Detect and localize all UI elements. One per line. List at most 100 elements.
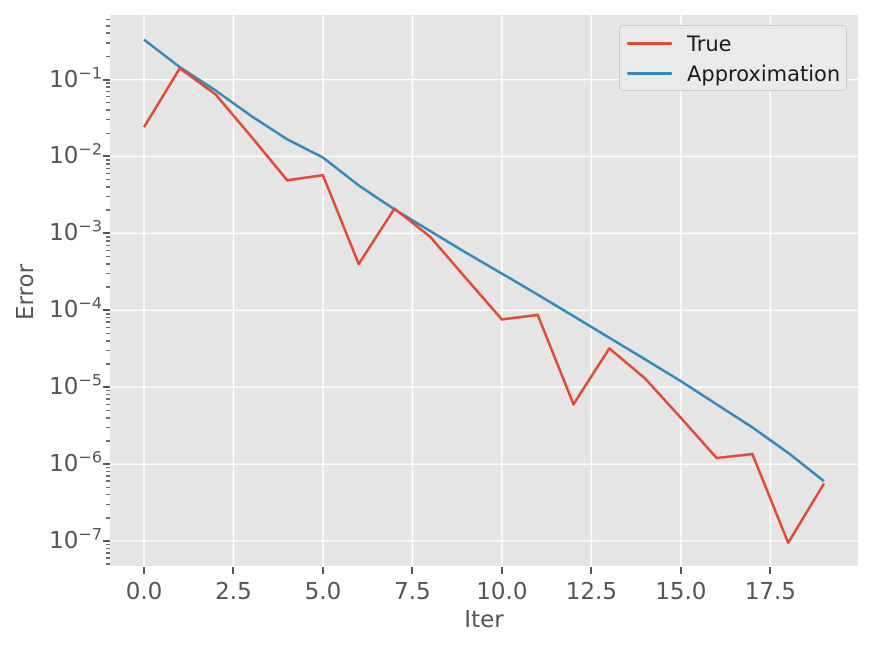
y-tick-label: 10−5 xyxy=(49,370,102,401)
y-minor-tick xyxy=(106,286,110,288)
y-minor-tick xyxy=(106,249,110,252)
y-major-tick xyxy=(103,78,110,81)
legend-label-approximation: Approximation xyxy=(687,61,841,86)
y-minor-tick xyxy=(106,486,110,489)
y-minor-tick xyxy=(106,340,110,342)
x-tick-label: 2.5 xyxy=(215,579,252,605)
y-tick-label: 10−7 xyxy=(49,524,102,555)
y-minor-tick xyxy=(106,417,110,419)
x-tick-label: 17.5 xyxy=(744,579,796,605)
x-tick-label: 10.0 xyxy=(476,579,528,605)
y-minor-tick xyxy=(106,480,110,482)
y-minor-tick xyxy=(106,321,110,323)
y-minor-tick xyxy=(106,326,110,329)
y-minor-tick xyxy=(106,563,110,565)
y-minor-tick xyxy=(106,109,110,111)
y-major-tick xyxy=(103,232,110,235)
y-minor-tick xyxy=(106,255,110,258)
x-tick xyxy=(232,567,235,574)
x-tick-label: 5.0 xyxy=(304,579,342,605)
x-tick xyxy=(590,567,593,574)
y-minor-tick xyxy=(106,272,110,275)
y-minor-tick xyxy=(106,332,110,335)
y-major-tick xyxy=(103,540,110,543)
y-minor-tick xyxy=(106,470,110,473)
y-minor-tick xyxy=(106,167,110,170)
x-tick xyxy=(411,567,414,574)
y-minor-tick xyxy=(106,240,110,242)
plot-area xyxy=(110,15,858,566)
y-minor-tick xyxy=(106,244,110,247)
y-minor-tick xyxy=(106,90,110,93)
x-tick-label: 12.5 xyxy=(565,579,617,605)
x-tick xyxy=(769,567,772,574)
y-axis-label: Error xyxy=(13,263,39,321)
x-tick xyxy=(321,567,324,574)
y-minor-tick xyxy=(106,118,110,121)
y-minor-tick xyxy=(106,543,110,546)
y-minor-tick xyxy=(106,466,110,469)
y-tick-label: 10−4 xyxy=(49,293,102,324)
y-tick-label: 10−1 xyxy=(49,62,102,93)
series-line-approximation xyxy=(143,38,825,483)
y-tick-label: 10−3 xyxy=(49,216,102,247)
x-tick-label: 7.5 xyxy=(394,579,431,605)
chart-canvas xyxy=(110,15,858,566)
y-minor-tick xyxy=(106,557,110,559)
y-minor-tick xyxy=(106,552,110,554)
y-minor-tick xyxy=(106,32,110,34)
y-minor-tick xyxy=(106,25,110,27)
y-minor-tick xyxy=(106,316,110,319)
x-tick-label: 0.0 xyxy=(125,579,163,605)
x-tick-label: 15.0 xyxy=(655,579,707,605)
y-minor-tick xyxy=(106,389,110,392)
legend: True Approximation xyxy=(619,25,847,91)
y-major-tick xyxy=(103,463,110,466)
y-minor-tick xyxy=(106,159,110,161)
y-minor-tick xyxy=(106,86,110,88)
y-minor-tick xyxy=(106,409,110,412)
y-minor-tick xyxy=(106,236,110,238)
y-major-tick xyxy=(103,155,110,158)
y-tick-label: 10−6 xyxy=(49,447,102,478)
x-tick xyxy=(143,567,145,574)
y-major-tick xyxy=(103,309,110,312)
y-minor-tick xyxy=(106,101,110,104)
y-minor-tick xyxy=(106,209,110,211)
y-minor-tick xyxy=(106,493,110,496)
x-axis-label: Iter xyxy=(464,607,504,633)
y-tick-label: 10−2 xyxy=(49,139,102,170)
y-minor-tick xyxy=(106,517,110,519)
legend-label-true: True xyxy=(687,31,732,56)
y-minor-tick xyxy=(106,172,110,175)
y-minor-tick xyxy=(106,82,110,84)
y-minor-tick xyxy=(106,163,110,165)
legend-item-true: True xyxy=(620,29,732,58)
x-tick xyxy=(500,567,503,574)
y-major-tick xyxy=(103,386,110,389)
y-minor-tick xyxy=(106,55,110,58)
y-minor-tick xyxy=(106,186,110,188)
series-line-true xyxy=(142,66,826,545)
y-minor-tick xyxy=(106,132,110,135)
y-minor-tick xyxy=(106,349,110,352)
y-minor-tick xyxy=(106,503,110,506)
y-minor-tick xyxy=(106,440,110,442)
legend-line-sample-approximation xyxy=(627,72,672,75)
y-minor-tick xyxy=(106,195,110,198)
y-minor-tick xyxy=(106,178,110,181)
y-minor-tick xyxy=(106,95,110,98)
y-minor-tick xyxy=(106,393,110,396)
y-minor-tick xyxy=(106,475,110,477)
y-minor-tick xyxy=(106,42,110,44)
y-minor-tick xyxy=(106,18,110,21)
y-minor-tick xyxy=(106,403,110,406)
y-minor-tick xyxy=(106,263,110,265)
legend-item-approximation: Approximation xyxy=(620,59,840,88)
y-minor-tick xyxy=(106,426,110,429)
y-minor-tick xyxy=(106,547,110,550)
y-minor-tick xyxy=(106,313,110,315)
legend-line-sample-true xyxy=(627,42,672,45)
y-minor-tick xyxy=(106,398,110,400)
